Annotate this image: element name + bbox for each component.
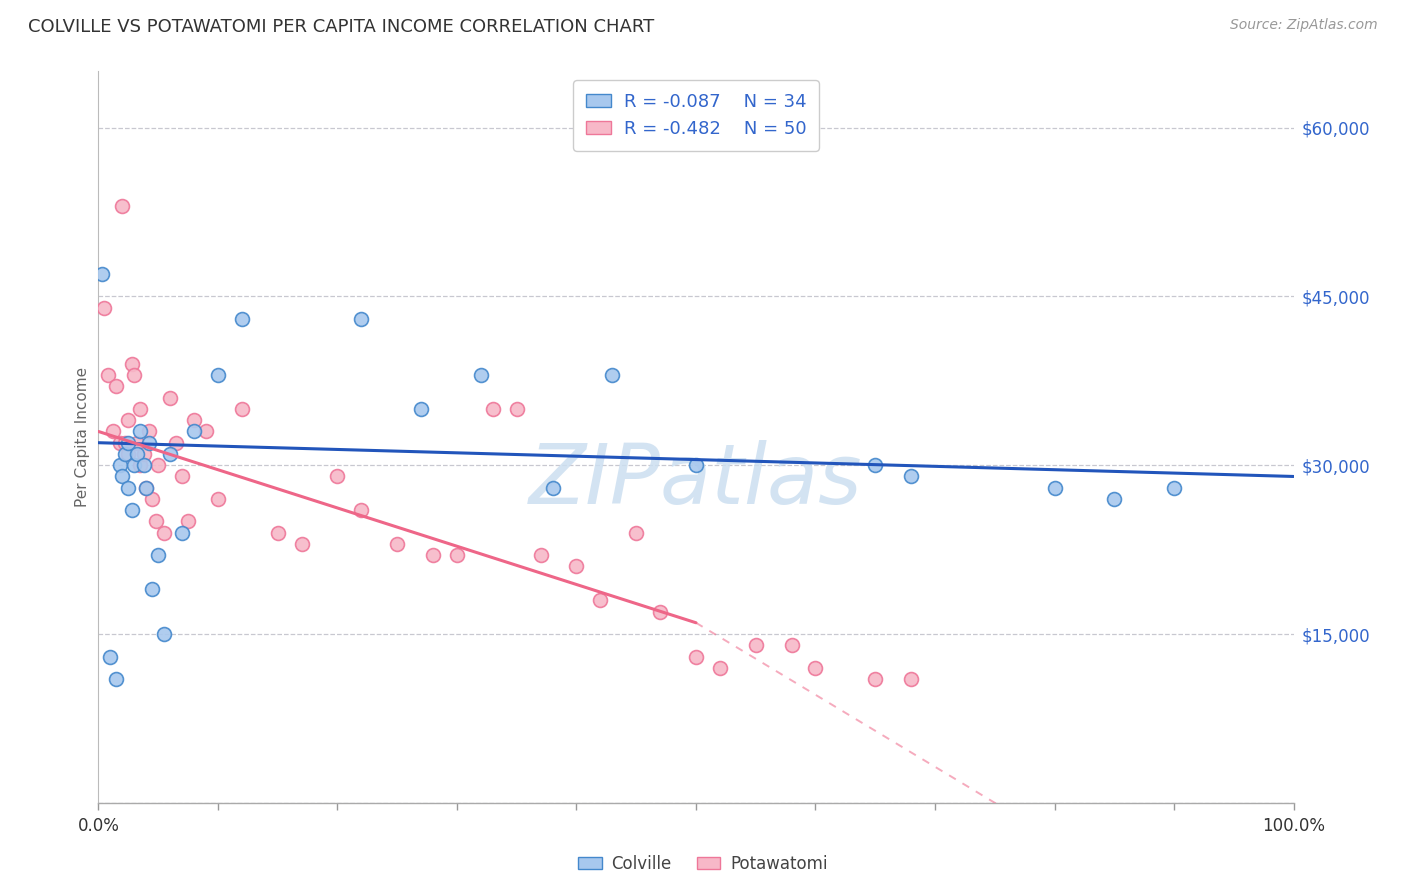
Point [541,481,564,495]
Point [648,605,672,619]
Point [145,515,167,529]
Point [129,401,152,416]
Point [745,638,768,652]
Point [97,368,120,383]
Legend: R = -0.087    N = 34, R = -0.482    N = 50: R = -0.087 N = 34, R = -0.482 N = 50 [574,80,818,151]
Point [108,458,131,473]
Legend: Colville, Potawatomi: Colville, Potawatomi [572,848,834,880]
Point [780,638,803,652]
Point [124,368,146,383]
Point [231,312,253,326]
Point [159,391,181,405]
Point [863,672,887,686]
Point [422,548,444,562]
Point [105,379,128,393]
Point [117,447,139,461]
Point [111,469,134,483]
Point [207,368,229,383]
Point [117,481,139,495]
Point [148,548,170,562]
Point [231,401,253,416]
Point [108,435,131,450]
Point [148,458,170,473]
Point [138,435,160,450]
Point [194,425,218,439]
Point [481,401,505,416]
Point [132,458,155,473]
Point [111,199,134,213]
Point [172,525,194,540]
Point [172,469,194,483]
Point [98,649,122,664]
Text: Source: ZipAtlas.com: Source: ZipAtlas.com [1230,18,1378,32]
Point [326,469,349,483]
Point [141,491,163,506]
Point [863,458,887,473]
Point [385,537,409,551]
Point [153,525,176,540]
Point [125,435,148,450]
Point [267,525,290,540]
Point [411,401,433,416]
Point [446,548,468,562]
Point [117,435,139,450]
Point [350,503,373,517]
Point [804,661,827,675]
Point [177,515,200,529]
Point [114,447,136,461]
Point [117,413,139,427]
Point [1043,481,1066,495]
Point [141,582,163,596]
Point [709,661,731,675]
Point [135,481,157,495]
Point [1102,491,1125,506]
Point [165,435,187,450]
Point [121,503,143,517]
Point [159,447,181,461]
Text: COLVILLE VS POTAWATOMI PER CAPITA INCOME CORRELATION CHART: COLVILLE VS POTAWATOMI PER CAPITA INCOME… [28,18,654,36]
Point [529,548,551,562]
Point [506,401,529,416]
Point [291,537,314,551]
Point [602,368,624,383]
Point [900,469,922,483]
Point [121,357,143,371]
Point [183,413,205,427]
Point [183,425,205,439]
Point [1163,481,1185,495]
Point [132,447,155,461]
Point [138,425,160,439]
Point [626,525,648,540]
Point [114,435,136,450]
Point [135,481,157,495]
Point [124,458,146,473]
Text: ZIPatlas: ZIPatlas [529,441,863,522]
Point [900,672,922,686]
Point [589,593,612,607]
Point [105,672,128,686]
Y-axis label: Per Capita Income: Per Capita Income [75,367,90,508]
Point [129,458,152,473]
Point [93,301,115,315]
Point [685,649,707,664]
Point [207,491,229,506]
Point [129,425,152,439]
Point [685,458,707,473]
Point [125,447,148,461]
Point [565,559,588,574]
Point [350,312,373,326]
Point [91,267,114,281]
Point [101,425,124,439]
Point [470,368,492,383]
Point [153,627,176,641]
